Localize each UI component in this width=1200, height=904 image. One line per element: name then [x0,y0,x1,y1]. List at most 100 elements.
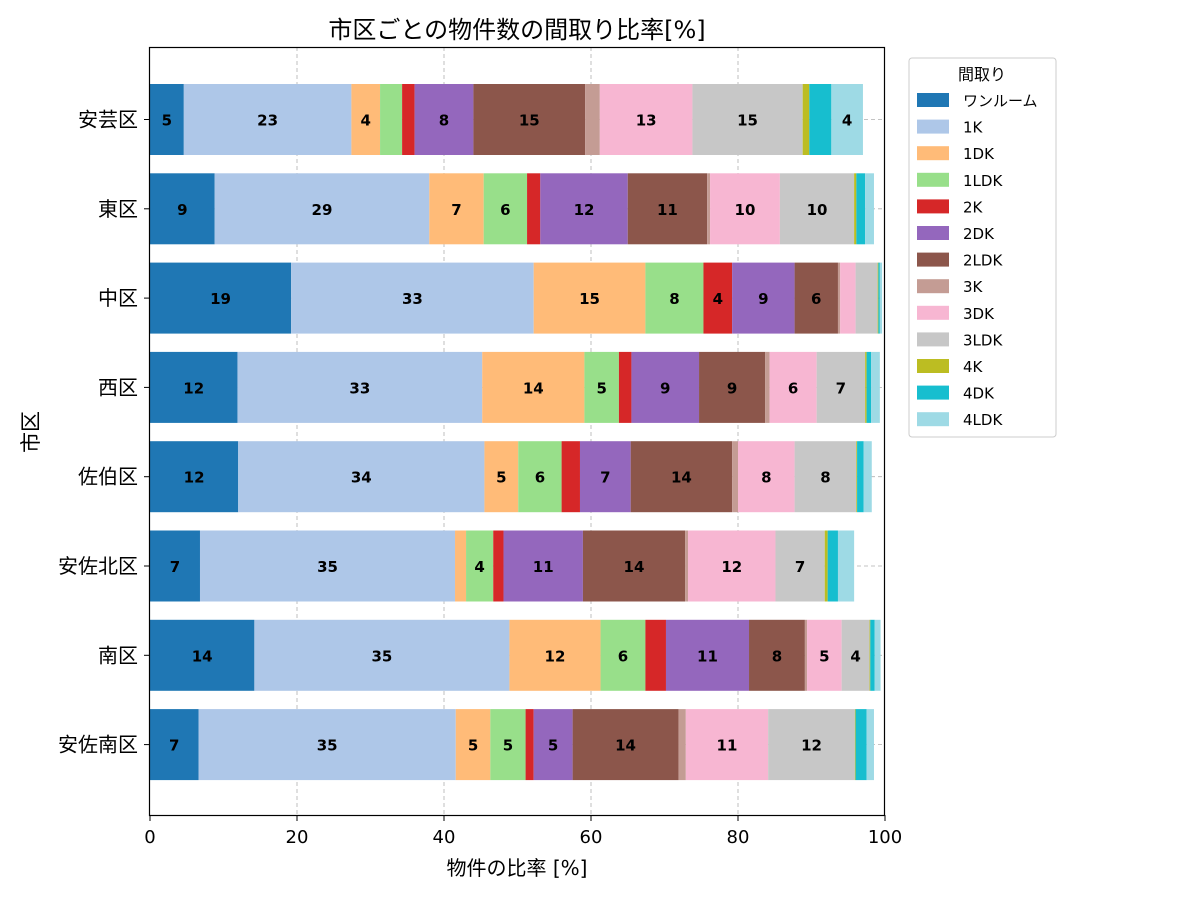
bar-segment [865,173,874,245]
bar-segment [631,351,700,423]
bar-segment [870,619,875,691]
bar-segment [866,709,874,781]
legend-swatch [917,252,949,267]
data-label: 29 [312,201,333,219]
x-tick-label: 0 [144,827,155,848]
data-label: 6 [788,379,798,397]
bar-segment [775,530,825,602]
data-label: 23 [257,112,278,130]
data-label: 5 [468,737,478,755]
bar-segment [738,441,795,513]
legend-swatch [917,412,949,427]
bar-segment [509,619,601,691]
bar-segment [540,173,628,245]
legend-label: 4LDK [963,411,1003,429]
bar-segment [579,441,631,513]
bar-segment [183,84,352,155]
grid-layer [150,47,885,815]
category-label: 安佐南区 [58,733,138,757]
bar-segment [871,351,880,423]
data-label: 4 [474,558,484,576]
bar-segment [779,173,855,245]
bar-segment [854,709,856,781]
bar-segment [685,530,689,602]
bar-segment [857,441,864,513]
bar-segment [214,173,430,245]
bar-segment [856,441,858,513]
bar-segment [618,351,632,423]
bar-segment [533,262,646,334]
x-tick-label: 60 [580,827,603,848]
plot-frame [148,46,886,817]
bar-segment [794,262,838,334]
bar-segment [518,441,562,513]
data-label: 14 [624,558,645,576]
legend-swatch [917,332,949,347]
legend-swatch [917,359,949,373]
bar-segment [630,441,733,513]
legend-swatch [917,119,949,134]
data-label: 6 [811,290,821,308]
data-label: 13 [636,112,657,130]
data-label: 5 [503,737,513,755]
data-label: 7 [169,737,179,755]
data-label: 12 [721,558,742,576]
bar-segment [765,351,770,423]
bar-segment [645,262,704,334]
data-label: 35 [317,737,338,755]
bar-segment [503,530,583,602]
bar-segment [688,530,776,602]
data-label: 4 [713,290,723,308]
bar-segment [627,173,708,245]
legend-label: 2DK [963,225,995,243]
data-label: 34 [351,469,372,487]
data-label: 5 [548,737,558,755]
category-label: 安芸区 [78,108,138,132]
bar-segment [854,173,857,245]
legend-swatch [917,385,949,400]
bar-segment [199,530,456,602]
x-tick-label: 20 [286,827,309,848]
legend-swatch [917,172,949,187]
labels-layer: 5 23 4 8 15 13 15 4 9 29 7 6 12 11 10 10 19 33 15 8 4 9 6 12 33 1… [162,112,861,755]
bar-segment [533,709,573,781]
data-label: 8 [669,290,679,308]
bar-segment [809,84,832,155]
x-tick-label: 80 [727,827,750,848]
category-label: 中区 [98,286,138,310]
legend-swatch [917,279,949,294]
category-label: 佐伯区 [78,465,138,489]
bars-layer [150,84,883,781]
data-label: 5 [819,647,829,665]
bar-segment [866,351,872,423]
bar-segment [414,84,474,155]
bar-segment [837,262,841,334]
legend-swatch [917,226,949,240]
x-tick-label: 100 [868,827,902,848]
bar-segment [466,530,494,602]
data-label: 9 [660,379,670,397]
data-label: 33 [349,379,370,397]
data-label: 7 [600,469,610,487]
bar-segment [768,709,855,781]
bar-segment [732,441,738,513]
bar-segment [198,709,456,781]
bar-segment [863,441,872,513]
legend-items: ワンルーム 1K 1DK 1LDK 2K 2DK 2LDK 3K 3DK 3LDK 4K 4DK 4LD… [917,92,1038,429]
bar-segment [794,441,857,513]
bar-segment [879,262,883,334]
bar-segment [150,84,184,155]
data-label: 5 [162,112,172,130]
x-ticks-layer: 0 20 40 60 80 100 [144,815,902,848]
bar-segment [692,84,803,155]
legend-swatch [917,305,949,320]
legend-label: 4K [963,358,984,376]
data-label: 12 [184,469,205,487]
data-label: 10 [735,201,756,219]
data-label: 6 [618,647,628,665]
data-label: 33 [402,290,423,308]
legend-label: 2LDK [963,252,1003,270]
data-label: 7 [170,558,180,576]
data-label: 9 [758,290,768,308]
data-label: 4 [850,647,860,665]
